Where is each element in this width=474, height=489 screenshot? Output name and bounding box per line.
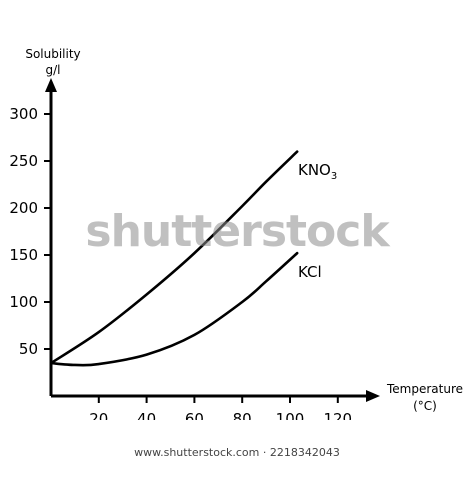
series-label-kcl-main: KCl	[298, 263, 322, 281]
y-tick-label: 150	[9, 246, 38, 264]
x-tick-label: 20	[89, 410, 108, 420]
series-label-kno3: KNO3	[298, 161, 337, 182]
y-axis-title-line2: g/l	[46, 63, 61, 77]
x-axis-arrow	[366, 390, 380, 402]
series-label-kno3-main: KNO	[298, 161, 331, 179]
series-label-kcl: KCl	[298, 263, 322, 281]
x-tick-label: 60	[185, 410, 204, 420]
y-axis-title-line1: Solubility	[25, 47, 80, 61]
y-tick-label: 100	[9, 293, 38, 311]
y-ticks: 50 100 150 200 250 300	[9, 105, 51, 358]
footer-image-id: www.shutterstock.com · 2218342043	[134, 446, 340, 459]
y-tick-label: 200	[9, 199, 38, 217]
x-axis-title-line2: (°C)	[413, 399, 437, 413]
solubility-chart: Solubility g/l Temperature (°C) 50 100 150…	[9, 47, 463, 420]
y-tick-label: 300	[9, 105, 38, 123]
x-axis-title-line1: Temperature	[386, 382, 463, 396]
footer-bar: www.shutterstock.com · 2218342043	[0, 420, 474, 489]
y-tick-label: 250	[9, 152, 38, 170]
x-ticks: 20 40 60 80 100 120	[89, 396, 352, 420]
series-lines	[49, 150, 299, 367]
y-tick-label: 50	[19, 340, 38, 358]
series-line-kcl	[49, 251, 299, 367]
series-label-kno3-sub: 3	[331, 171, 337, 182]
x-tick-label: 80	[233, 410, 252, 420]
x-tick-label: 40	[137, 410, 156, 420]
series-line-kno3	[49, 150, 299, 365]
x-tick-label: 100	[276, 410, 305, 420]
x-tick-label: 120	[323, 410, 352, 420]
y-axis-arrow	[45, 78, 57, 92]
watermark-text: shutterstock	[85, 206, 389, 257]
